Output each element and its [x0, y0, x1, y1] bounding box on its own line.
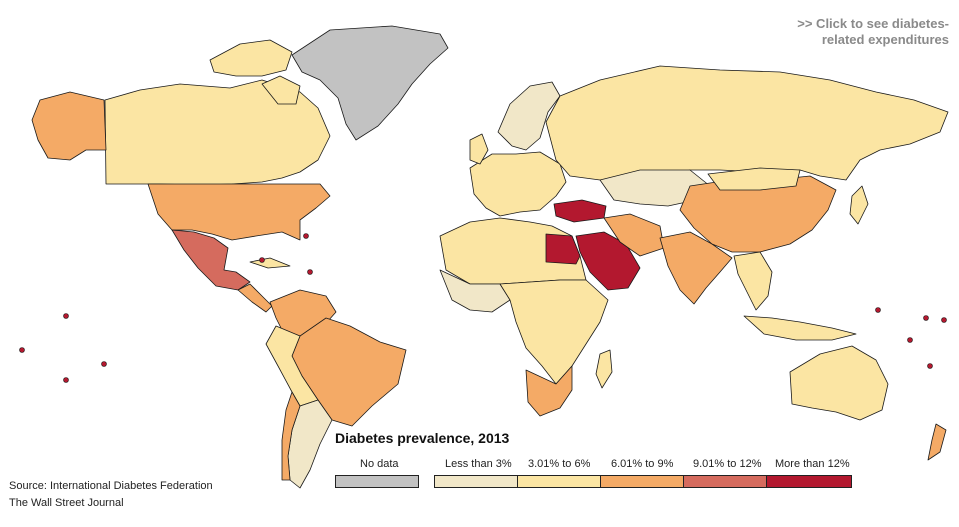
alaska[interactable] — [31, 91, 107, 161]
mexico[interactable] — [171, 229, 251, 291]
central-america[interactable] — [237, 283, 273, 313]
southern-africa[interactable] — [525, 365, 573, 417]
central-east-africa[interactable] — [499, 279, 609, 385]
japan[interactable] — [849, 185, 869, 225]
publisher-line: The Wall Street Journal — [9, 497, 124, 509]
turkey[interactable] — [553, 199, 607, 223]
legend-nodata-swatch — [335, 475, 419, 488]
legend-swatch-3 — [600, 475, 684, 488]
scandinavia[interactable] — [497, 81, 561, 151]
west-africa[interactable] — [439, 269, 511, 313]
legend-label-3: 6.01% to 9% — [611, 458, 674, 470]
source-line: Source: International Diabetes Federatio… — [9, 480, 213, 492]
southeast-asia[interactable] — [733, 251, 773, 311]
russia[interactable] — [545, 65, 949, 181]
island-markers — [19, 233, 947, 383]
legend-swatch-1 — [434, 475, 518, 488]
legend-label-1: Less than 3% — [445, 458, 512, 470]
cuba[interactable] — [249, 257, 291, 269]
greenland[interactable] — [291, 25, 449, 141]
saudi-arabia[interactable] — [575, 231, 641, 291]
legend-swatch-4 — [683, 475, 767, 488]
legend-swatch-2 — [517, 475, 601, 488]
legend-label-4: 9.01% to 12% — [693, 458, 762, 470]
arctic-islands[interactable] — [209, 39, 293, 77]
madagascar[interactable] — [595, 349, 613, 389]
cta-line-1: >> Click to see diabetes- — [797, 16, 949, 31]
expenditures-link[interactable]: >> Click to see diabetes- related expend… — [749, 16, 949, 48]
europe[interactable] — [469, 151, 567, 217]
baffin-island[interactable] — [261, 75, 301, 105]
indonesia[interactable] — [743, 315, 857, 341]
great-britain[interactable] — [469, 133, 489, 165]
legend-label-2: 3.01% to 6% — [528, 458, 591, 470]
chile[interactable] — [281, 391, 301, 481]
legend-title: Diabetes prevalence, 2013 — [335, 430, 510, 446]
india[interactable] — [659, 231, 733, 305]
legend-swatch-5 — [766, 475, 852, 488]
legend-nodata-label: No data — [360, 458, 399, 470]
australia[interactable] — [789, 345, 889, 421]
new-zealand[interactable] — [927, 423, 947, 461]
legend-label-5: More than 12% — [775, 458, 850, 470]
egypt[interactable] — [545, 233, 581, 265]
cta-line-2: related expenditures — [821, 32, 949, 47]
mongolia[interactable] — [707, 167, 801, 191]
